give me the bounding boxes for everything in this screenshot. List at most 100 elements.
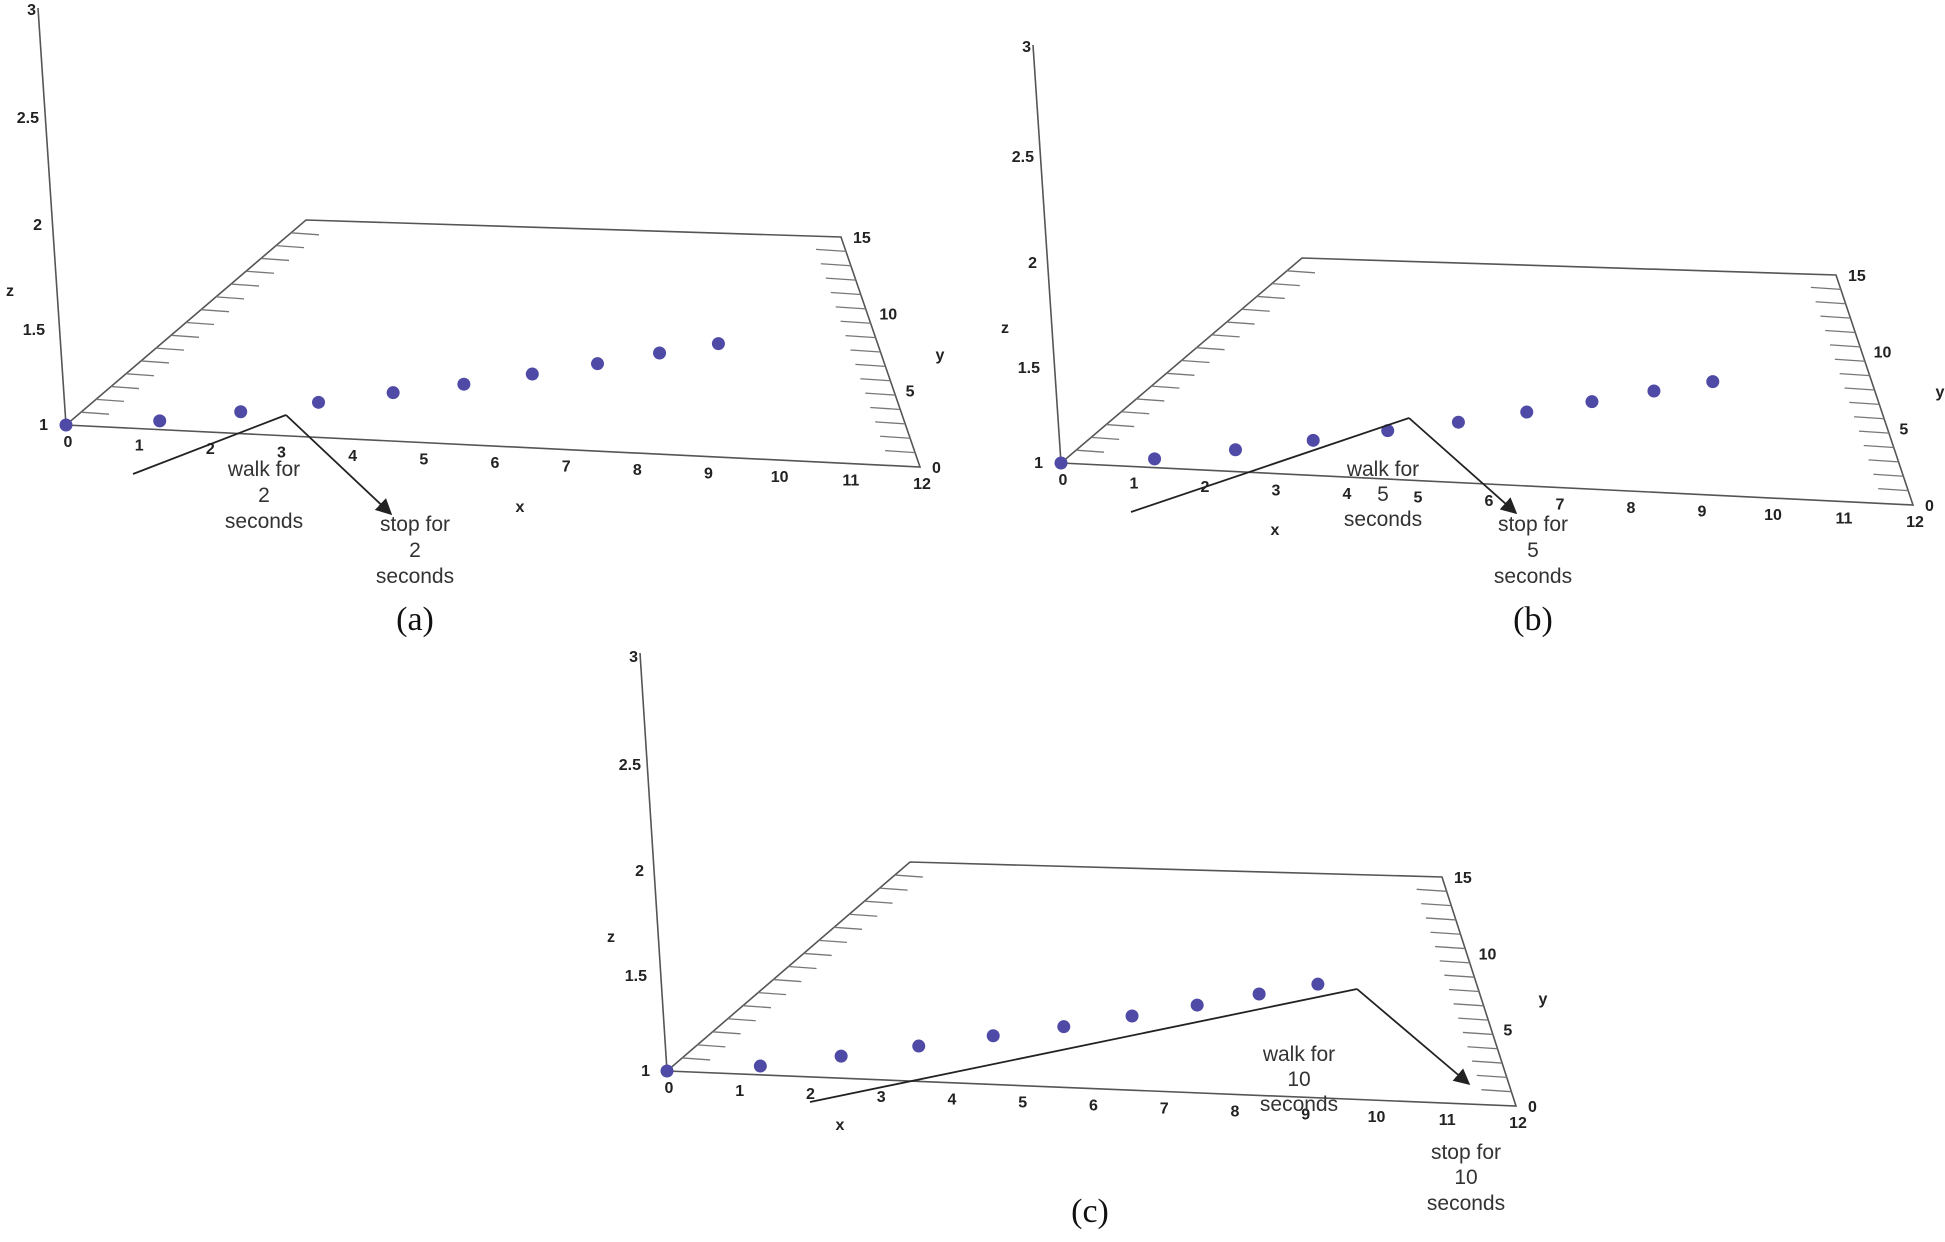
x-tick-label: 6: [1485, 493, 1494, 510]
y-tick-label: 10: [879, 307, 897, 324]
x-tick-label: 8: [1627, 500, 1636, 517]
x-tick-label: 8: [1231, 1103, 1240, 1120]
floor-frame: [63, 219, 922, 468]
data-point: [386, 386, 400, 400]
z-tick-label: 2.5: [619, 757, 641, 774]
data-point: [660, 1064, 674, 1078]
walk-annotation-line: walk for: [227, 458, 300, 481]
y-grid-tick-left: [879, 887, 908, 891]
y-grid-tick-left: [1091, 436, 1120, 441]
y-grid-tick-left: [1166, 372, 1195, 376]
y-grid-tick-right: [835, 306, 866, 310]
data-point: [1057, 1020, 1071, 1034]
y-grid-tick-left: [260, 257, 290, 262]
x-tick-label: 3: [277, 445, 286, 462]
y-grid-tick-left: [230, 283, 260, 287]
x-tick-label: 0: [1059, 472, 1068, 489]
x-axis-label: x: [516, 499, 525, 516]
y-axis-label: y: [1936, 384, 1945, 401]
y-grid-tick-left: [1286, 270, 1315, 274]
y-grid-tick-left: [682, 1057, 711, 1061]
walk-annotation-line: walk for: [1346, 458, 1419, 481]
y-grid-tick-left: [818, 939, 847, 944]
y-grid-tick-left: [803, 952, 832, 957]
y-grid-tick-left: [140, 360, 170, 364]
y-grid-tick-right: [880, 435, 911, 439]
y-grid-tick-left: [1151, 385, 1180, 389]
y-grid-tick-right: [1458, 1017, 1489, 1021]
stop-annotation-line: stop for: [380, 513, 450, 536]
floor-frame: [1058, 257, 1915, 506]
z-tick-label: 2.5: [17, 110, 39, 127]
y-tick-label: 15: [1848, 268, 1866, 285]
y-axis-label: y: [936, 347, 945, 364]
y-grid-tick-right: [1444, 974, 1475, 978]
y-grid-tick-right: [850, 349, 881, 353]
y-grid-tick-left: [1121, 411, 1150, 415]
y-grid-tick-right: [865, 392, 896, 396]
y-grid-tick-left: [1196, 347, 1225, 351]
y-grid-tick-left: [200, 309, 230, 313]
panel-label: (a): [396, 601, 434, 638]
x-tick-label: 3: [877, 1089, 886, 1106]
y-grid-tick-right: [875, 421, 906, 425]
z-tick-label: 2: [635, 863, 644, 880]
x-tick-label: 4: [1343, 486, 1352, 503]
data-point: [753, 1059, 767, 1073]
y-grid-tick-left: [170, 334, 200, 338]
stop-annotation-line: stop for: [1431, 1141, 1501, 1164]
data-point: [711, 337, 725, 351]
z-tick-label: 1: [641, 1063, 650, 1080]
data-point: [1520, 405, 1534, 419]
y-grid-tick-right: [860, 378, 891, 382]
x-tick-label: 0: [665, 1080, 674, 1097]
y-grid-tick-right: [1467, 1046, 1498, 1050]
data-point: [1381, 424, 1395, 438]
y-grid-tick-left: [1226, 321, 1255, 325]
stop-arrow: [1408, 417, 1518, 515]
z-tick-label: 1.5: [23, 322, 45, 339]
z-tick-label: 3: [1022, 39, 1031, 56]
z-tick-label: 3: [629, 649, 638, 666]
x-tick-label: 5: [419, 452, 428, 469]
x-axis-label: x: [1271, 522, 1280, 539]
x-tick-label: 9: [1698, 504, 1707, 521]
x-tick-label: 12: [1509, 1115, 1527, 1132]
y-grid-tick-left: [834, 926, 863, 930]
y-grid-tick-left: [1106, 423, 1135, 428]
z-tick-label: 1: [39, 417, 48, 434]
data-point: [59, 418, 73, 432]
z-tick-label: 2: [1028, 255, 1037, 272]
data-point: [457, 377, 471, 391]
y-grid-tick-right: [830, 291, 861, 296]
y-grid-tick-left: [290, 232, 320, 236]
y-tick-label: 10: [1479, 946, 1497, 963]
y-grid-tick-left: [894, 874, 923, 878]
walk-annotation-line: seconds: [1344, 508, 1422, 531]
x-tick-label: 0: [64, 434, 73, 451]
stop-annotation-line: 5: [1527, 539, 1539, 562]
data-point: [834, 1049, 848, 1063]
y-grid-tick-left: [80, 411, 110, 415]
y-grid-tick-left: [788, 965, 817, 970]
x-tick-label: 1: [735, 1083, 744, 1100]
walk-annotation-line: 5: [1377, 483, 1389, 506]
floor-frame: [664, 861, 1518, 1107]
y-grid-tick-right: [1462, 1031, 1493, 1036]
x-tick-label: 7: [1556, 497, 1565, 514]
y-grid-tick-right: [825, 277, 856, 281]
y-grid-tick-right: [1481, 1089, 1512, 1093]
data-point: [1252, 987, 1266, 1001]
x-tick-label: 4: [948, 1092, 957, 1109]
y-tick-label: 10: [1874, 345, 1892, 362]
y-grid-tick-left: [155, 347, 185, 351]
data-point: [1585, 395, 1599, 409]
stop-annotation-line: seconds: [376, 565, 454, 588]
walk-annotation-line: seconds: [1260, 1093, 1338, 1116]
y-grid-tick-left: [712, 1031, 741, 1035]
y-grid-tick-right: [1810, 286, 1841, 291]
